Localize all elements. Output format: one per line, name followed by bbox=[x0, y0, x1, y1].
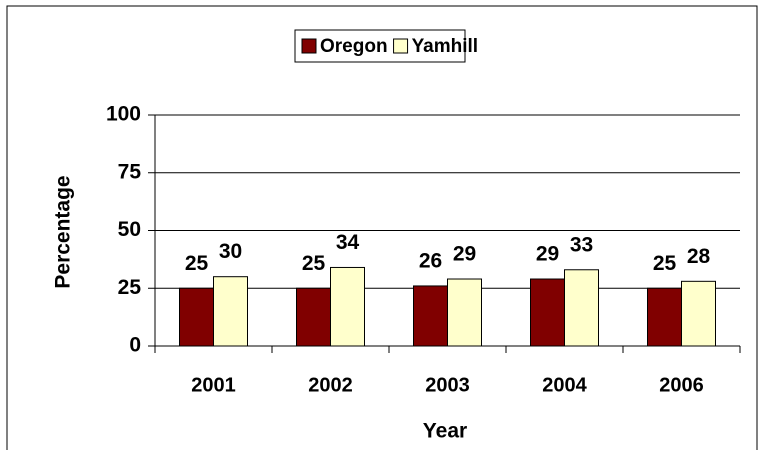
y-tick-label: 50 bbox=[118, 218, 141, 241]
x-axis-label: Year bbox=[423, 420, 467, 443]
bar bbox=[564, 269, 599, 347]
legend-swatch bbox=[301, 38, 317, 54]
data-label: 26 bbox=[419, 249, 442, 272]
data-label: 28 bbox=[687, 245, 711, 268]
data-label: 33 bbox=[570, 233, 593, 256]
legend-swatch bbox=[393, 38, 409, 54]
bar bbox=[681, 280, 716, 347]
data-label: 25 bbox=[653, 252, 677, 275]
x-tick-label: 2001 bbox=[191, 374, 236, 396]
x-tick-label: 2003 bbox=[425, 374, 470, 396]
data-label: 30 bbox=[219, 240, 242, 263]
y-tick-label: 0 bbox=[129, 334, 141, 357]
y-tick-label: 25 bbox=[118, 276, 142, 299]
y-tick-label: 75 bbox=[118, 160, 142, 183]
bar bbox=[647, 287, 682, 347]
bar bbox=[213, 276, 248, 347]
x-tick-label: 2006 bbox=[659, 374, 704, 396]
x-tick-label: 2004 bbox=[542, 374, 587, 396]
legend-label: Yamhill bbox=[412, 36, 479, 57]
data-label: 29 bbox=[536, 243, 559, 266]
x-tick-label: 2002 bbox=[308, 374, 353, 396]
data-label: 25 bbox=[302, 252, 326, 275]
data-label: 29 bbox=[453, 243, 476, 266]
chart-frame bbox=[6, 5, 758, 450]
data-label: 34 bbox=[336, 231, 360, 254]
data-label: 25 bbox=[185, 252, 209, 275]
bar bbox=[330, 266, 365, 347]
legend-label: Oregon bbox=[320, 36, 388, 57]
bar bbox=[447, 278, 482, 347]
bar bbox=[296, 287, 331, 347]
y-tick-label: 100 bbox=[106, 103, 141, 126]
y-axis-label: Percentage bbox=[52, 175, 75, 288]
bar bbox=[413, 285, 448, 347]
bar bbox=[179, 287, 214, 347]
bar bbox=[530, 278, 565, 347]
legend-box bbox=[294, 29, 466, 63]
